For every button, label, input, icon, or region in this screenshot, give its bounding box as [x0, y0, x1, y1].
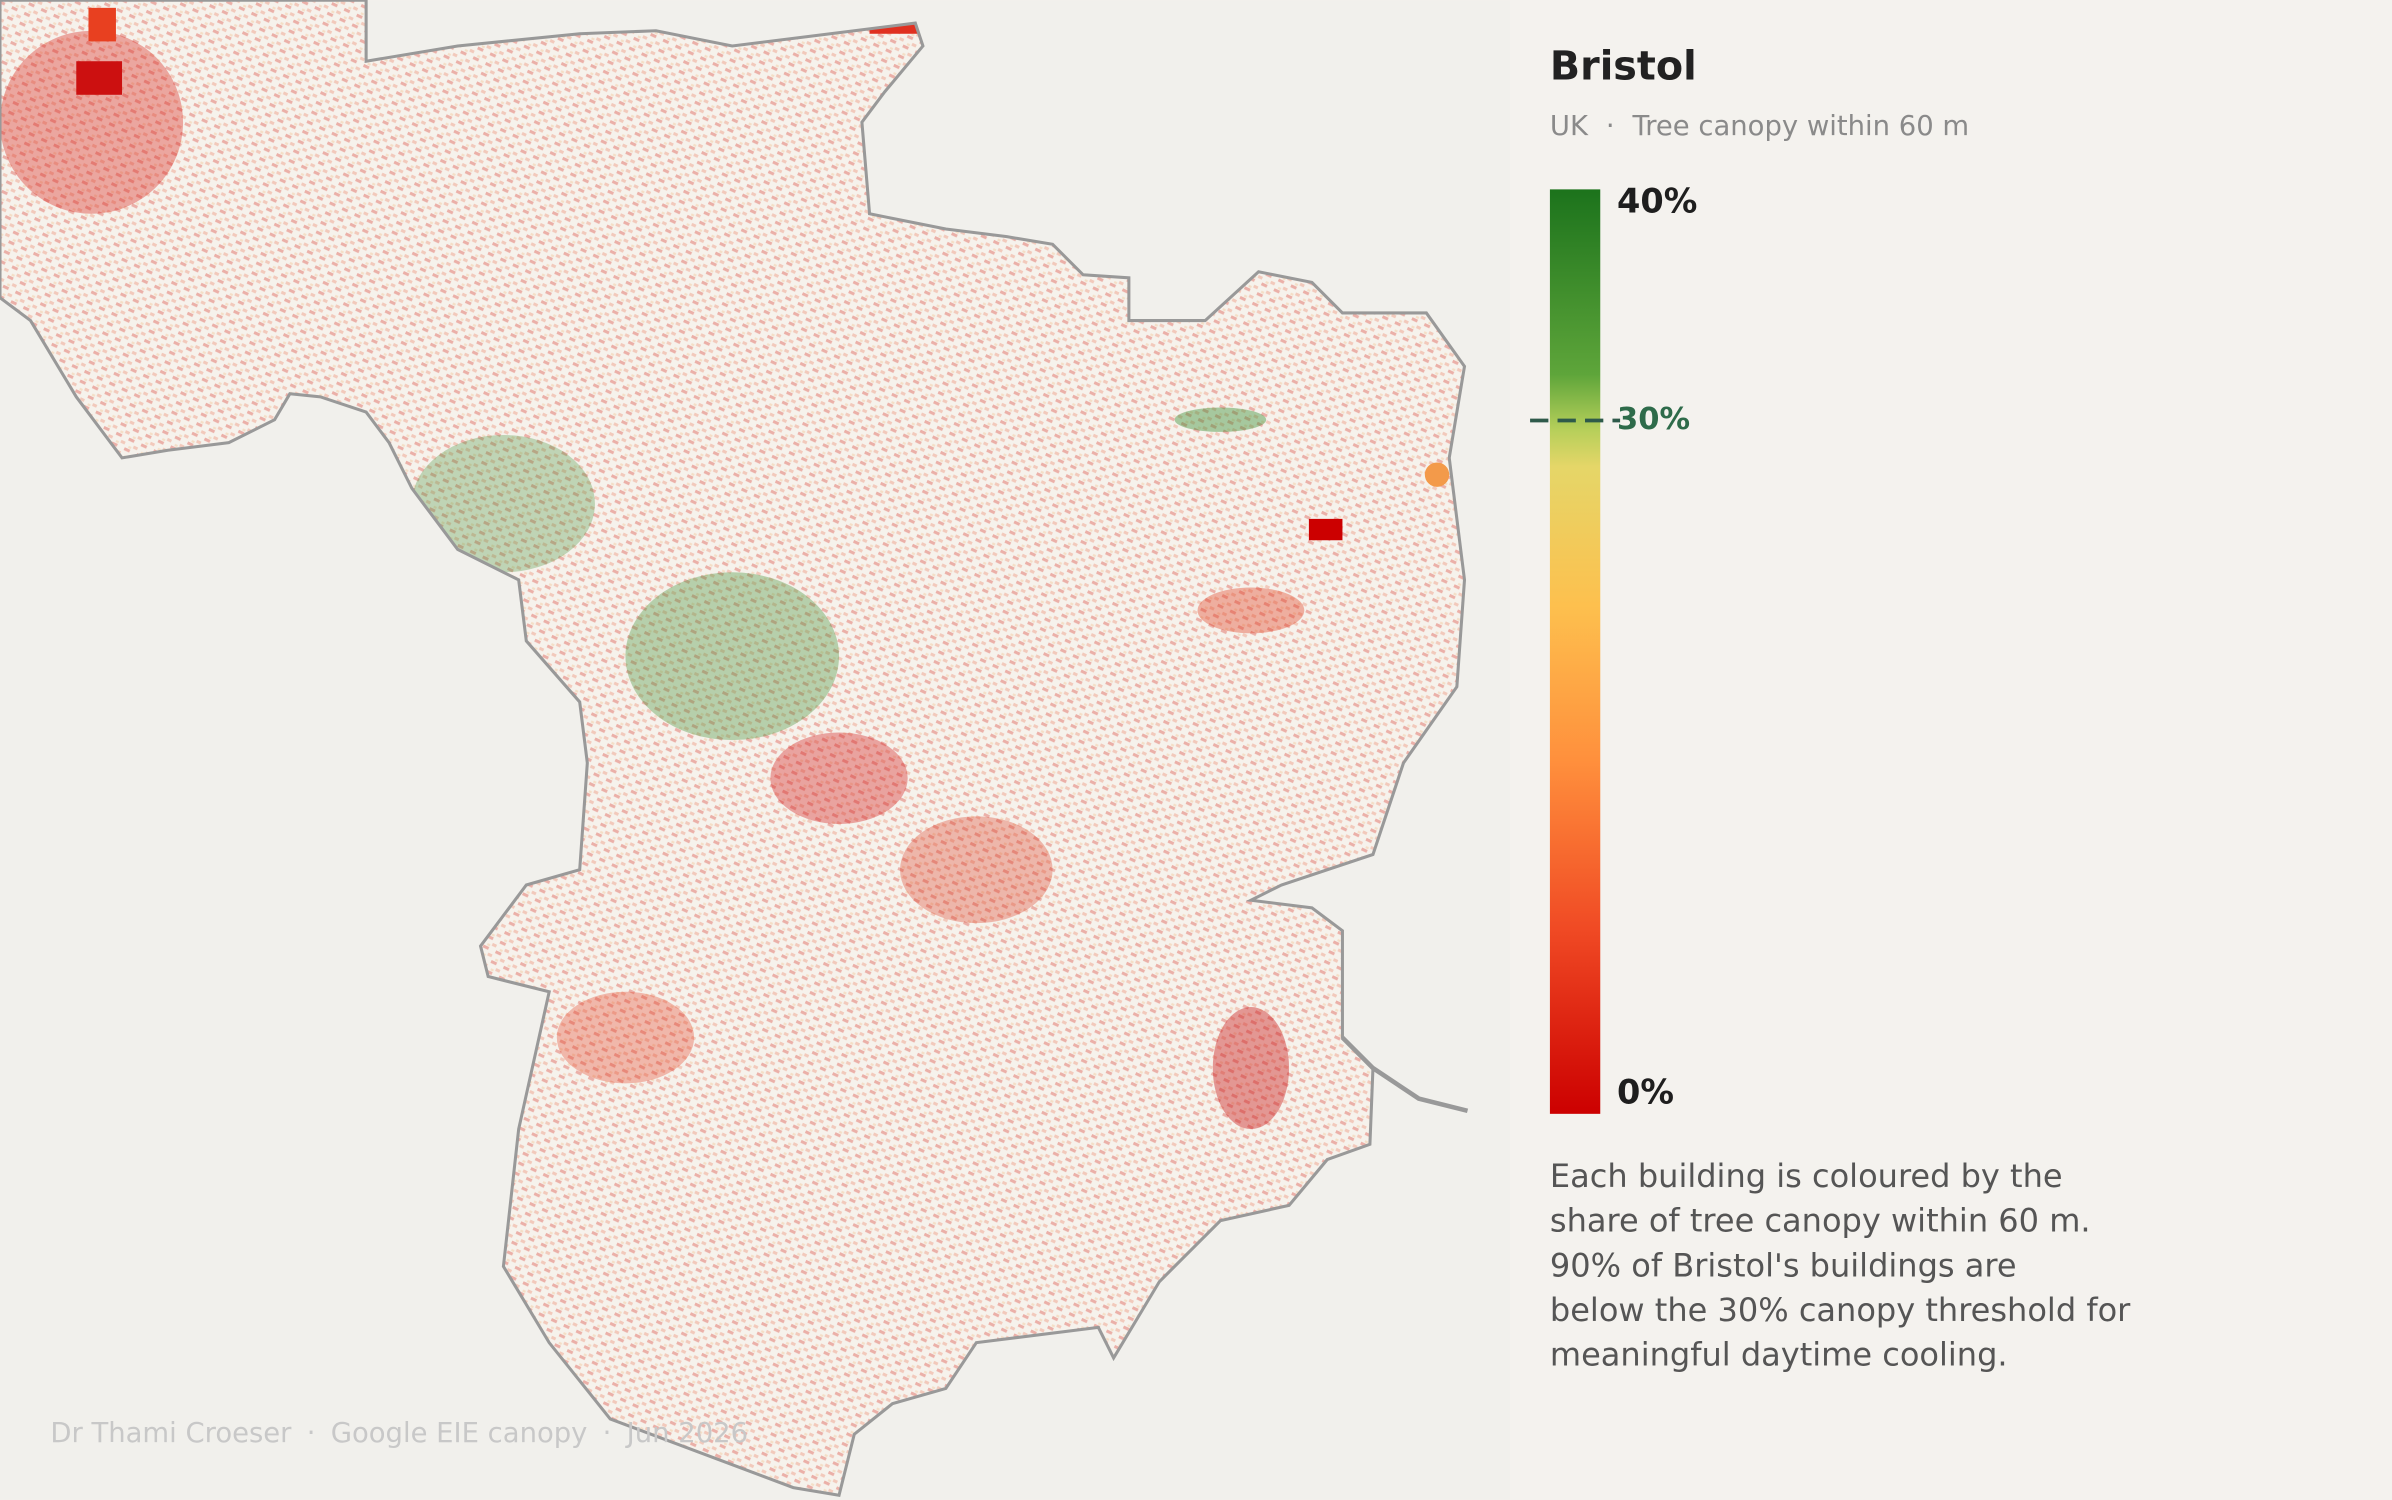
credit-part: Jun 2026	[625, 1418, 748, 1449]
green-area	[411, 434, 595, 573]
description-line: share of tree canopy within 60 m.	[1550, 1202, 2091, 1240]
legend-tick-label: 0%	[1617, 1073, 1674, 1112]
credit-part: ·	[307, 1418, 316, 1449]
hot-area	[0, 30, 184, 214]
subtitle: UK · Tree canopy within 60 m	[1550, 110, 1969, 141]
description-line: 90% of Bristol's buildings are	[1550, 1246, 2017, 1284]
hot-area	[1197, 587, 1305, 634]
description-line: Each building is coloured by the	[1550, 1157, 2063, 1195]
subtitle-country: UK	[1550, 110, 1589, 141]
hot-area	[556, 991, 695, 1084]
legend-ticks: 40% 30% 0%	[1530, 182, 1697, 1112]
green-area	[625, 572, 840, 741]
building-block	[88, 7, 116, 42]
title: Bristol	[1550, 43, 1697, 89]
description: Each building is coloured by the share of…	[1550, 1157, 2131, 1374]
marker	[1424, 462, 1450, 487]
colorbar	[1549, 189, 1601, 1114]
river-outline	[1340, 1035, 1469, 1114]
hot-area	[1212, 1007, 1290, 1130]
legend-tick-label: 40%	[1617, 182, 1697, 221]
subtitle-separator: ·	[1606, 110, 1615, 141]
credit-part: Google EIE canopy	[331, 1418, 588, 1449]
credit: Dr Thami Croeser · Google EIE canopy · Jun 2…	[50, 1418, 748, 1449]
description-line: below the 30% canopy threshold for	[1550, 1291, 2131, 1329]
legend-tick-label: 30%	[1617, 402, 1690, 437]
credit-part: Dr Thami Croeser	[50, 1418, 292, 1449]
hot-area	[900, 816, 1053, 924]
green-area	[1174, 407, 1267, 432]
description-line: meaningful daytime cooling.	[1550, 1336, 2008, 1374]
building-block	[1308, 518, 1343, 541]
credit-part: ·	[603, 1418, 612, 1449]
subtitle-metric: Tree canopy within 60 m	[1632, 110, 1970, 141]
hot-area	[770, 732, 908, 824]
building-block	[76, 61, 123, 95]
